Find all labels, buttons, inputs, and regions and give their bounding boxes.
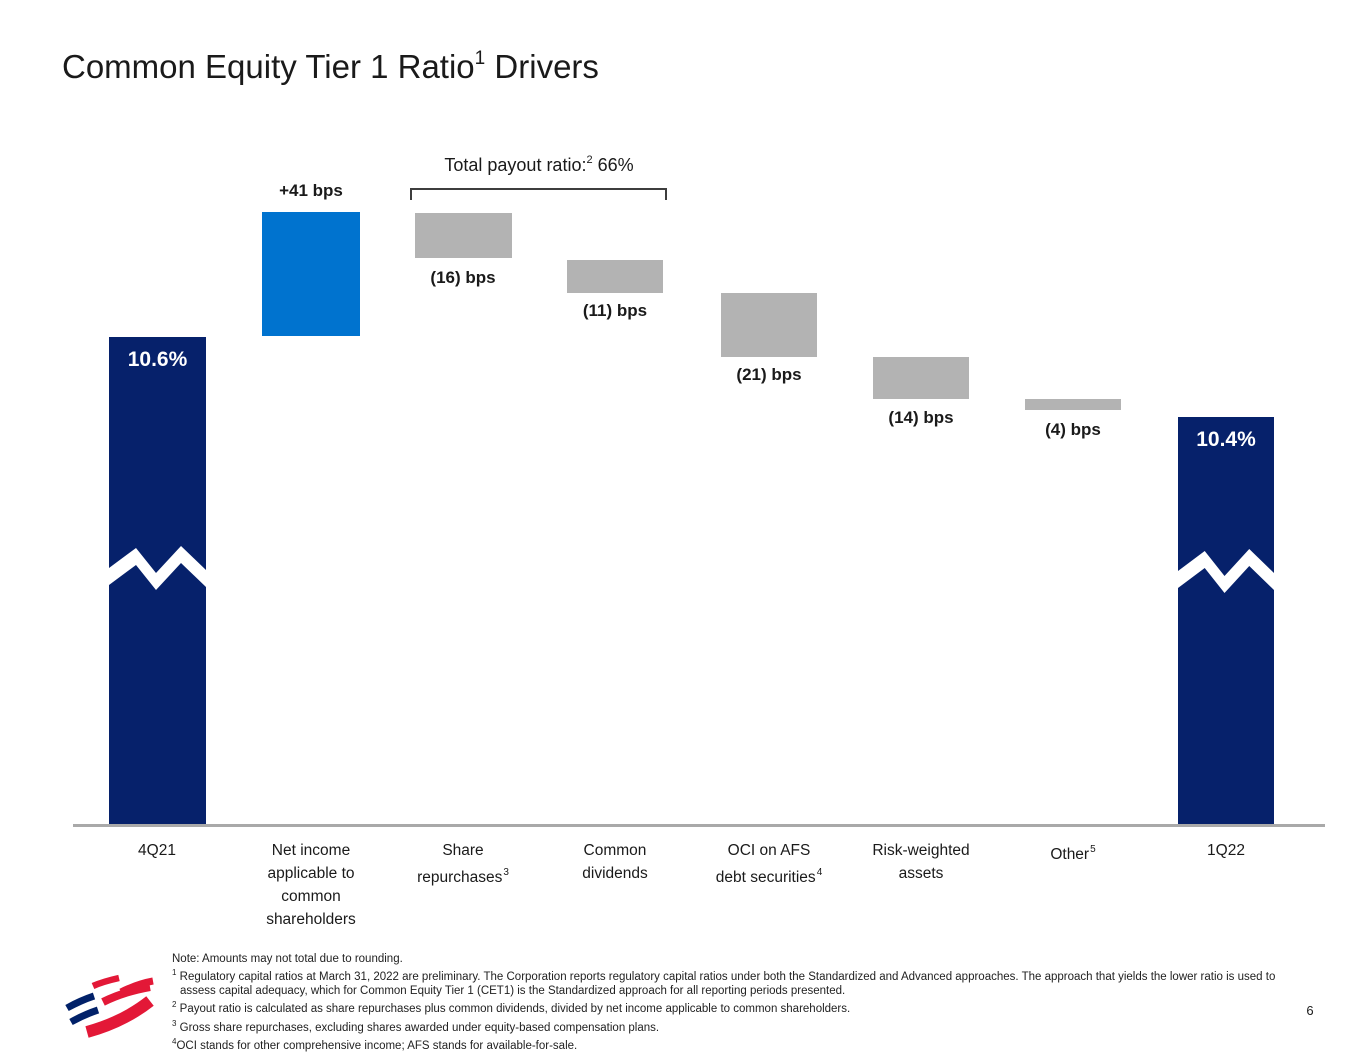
category-superscript: 4 [816,867,823,878]
value-label-risk-weighted-assets: (14) bps [888,408,954,427]
footnote-3: 3 Gross share repurchases, excluding sha… [172,1017,1302,1035]
footnote-text: Regulatory capital ratios at March 31, 2… [179,971,1276,997]
bar-share-repurchases [415,213,512,258]
payout-ratio-value: 66% [592,155,634,175]
axis-break-zigzag [109,546,206,590]
page-title-superscript: 1 [474,48,486,69]
bar-net-income [262,212,360,336]
footnote-text: Payout ratio is calculated as share repu… [179,1003,851,1016]
axis-break-zigzag [1178,549,1274,593]
category-text: Common dividends [582,842,648,882]
category-text: OCI on AFS debt securities [715,842,816,887]
category-superscript: 5 [1090,844,1096,855]
page-title-suffix: Drivers [485,48,599,85]
footnote-text: Gross share repurchases, excluding share… [179,1021,660,1034]
category-text: Net income applicable to common sharehol… [266,842,356,928]
value-label-share-repurchases: (16) bps [430,268,496,287]
payout-ratio-superscript: 2 [586,154,593,166]
category-superscript: 3 [503,867,509,878]
page-title: Common Equity Tier 1 Ratio1 Drivers [62,48,599,86]
value-label-other: (4) bps [1045,420,1101,439]
category-label-4q21: 4Q21 [107,839,207,862]
bar-oci-afs [721,293,817,357]
category-text: Share repurchases [417,842,503,887]
category-label-other: Other5 [1023,839,1123,866]
footnote-text: Note: Amounts may not total due to round… [172,952,403,965]
value-label-common-dividends: (11) bps [582,301,648,320]
footnote-text: OCI stands for other comprehensive incom… [176,1040,578,1053]
footnote-4: 4OCI stands for other comprehensive inco… [172,1035,1302,1053]
value-label-oci-afs: (21) bps [736,365,802,384]
footnote-marker: 3 [172,1018,177,1028]
page-number: 6 [1306,1003,1314,1018]
category-label-oci-afs: OCI on AFS debt securities4 [713,839,825,889]
footnote-marker: 1 [172,968,177,978]
bar-common-dividends [567,260,663,293]
bar-risk-weighted-assets [873,357,969,399]
page-title-text: Common Equity Tier 1 Ratio [62,48,475,85]
value-label-net-income: +41 bps [279,181,343,200]
x-axis-line [73,824,1325,827]
bank-of-america-logo [65,974,154,1038]
category-label-common-dividends: Common dividends [570,839,660,885]
bar-4q21: 10.6% [109,337,206,825]
footnote-1: 1 Regulatory capital ratios at March 31,… [172,966,1302,998]
bar-1q22: 10.4% [1178,417,1274,825]
payout-ratio-annotation: Total payout ratio:2 66% [389,154,689,176]
category-text: Other [1050,846,1090,864]
footnote-marker: 2 [172,1000,177,1010]
category-label-risk-weighted-assets: Risk-weighted assets [856,839,986,885]
payout-ratio-text: Total payout ratio: [444,155,587,175]
footnote-marker: 4 [172,1037,177,1047]
category-label-1q22: 1Q22 [1176,839,1276,862]
category-text: 4Q21 [138,842,176,859]
category-text: 1Q22 [1207,842,1245,859]
bar-value-label-1q22: 10.4% [1196,428,1256,451]
bar-value-label-4q21: 10.6% [127,348,188,371]
footnote-2: 2 Payout ratio is calculated as share re… [172,998,1302,1016]
footnote-note: Note: Amounts may not total due to round… [172,948,1302,966]
bar-other [1025,399,1121,410]
footnotes: Note: Amounts may not total due to round… [172,948,1302,1055]
payout-ratio-bracket [410,188,667,200]
category-label-net-income: Net income applicable to common sharehol… [253,839,369,931]
category-label-share-repurchases: Share repurchases3 [413,839,513,889]
category-text: Risk-weighted assets [872,842,970,882]
